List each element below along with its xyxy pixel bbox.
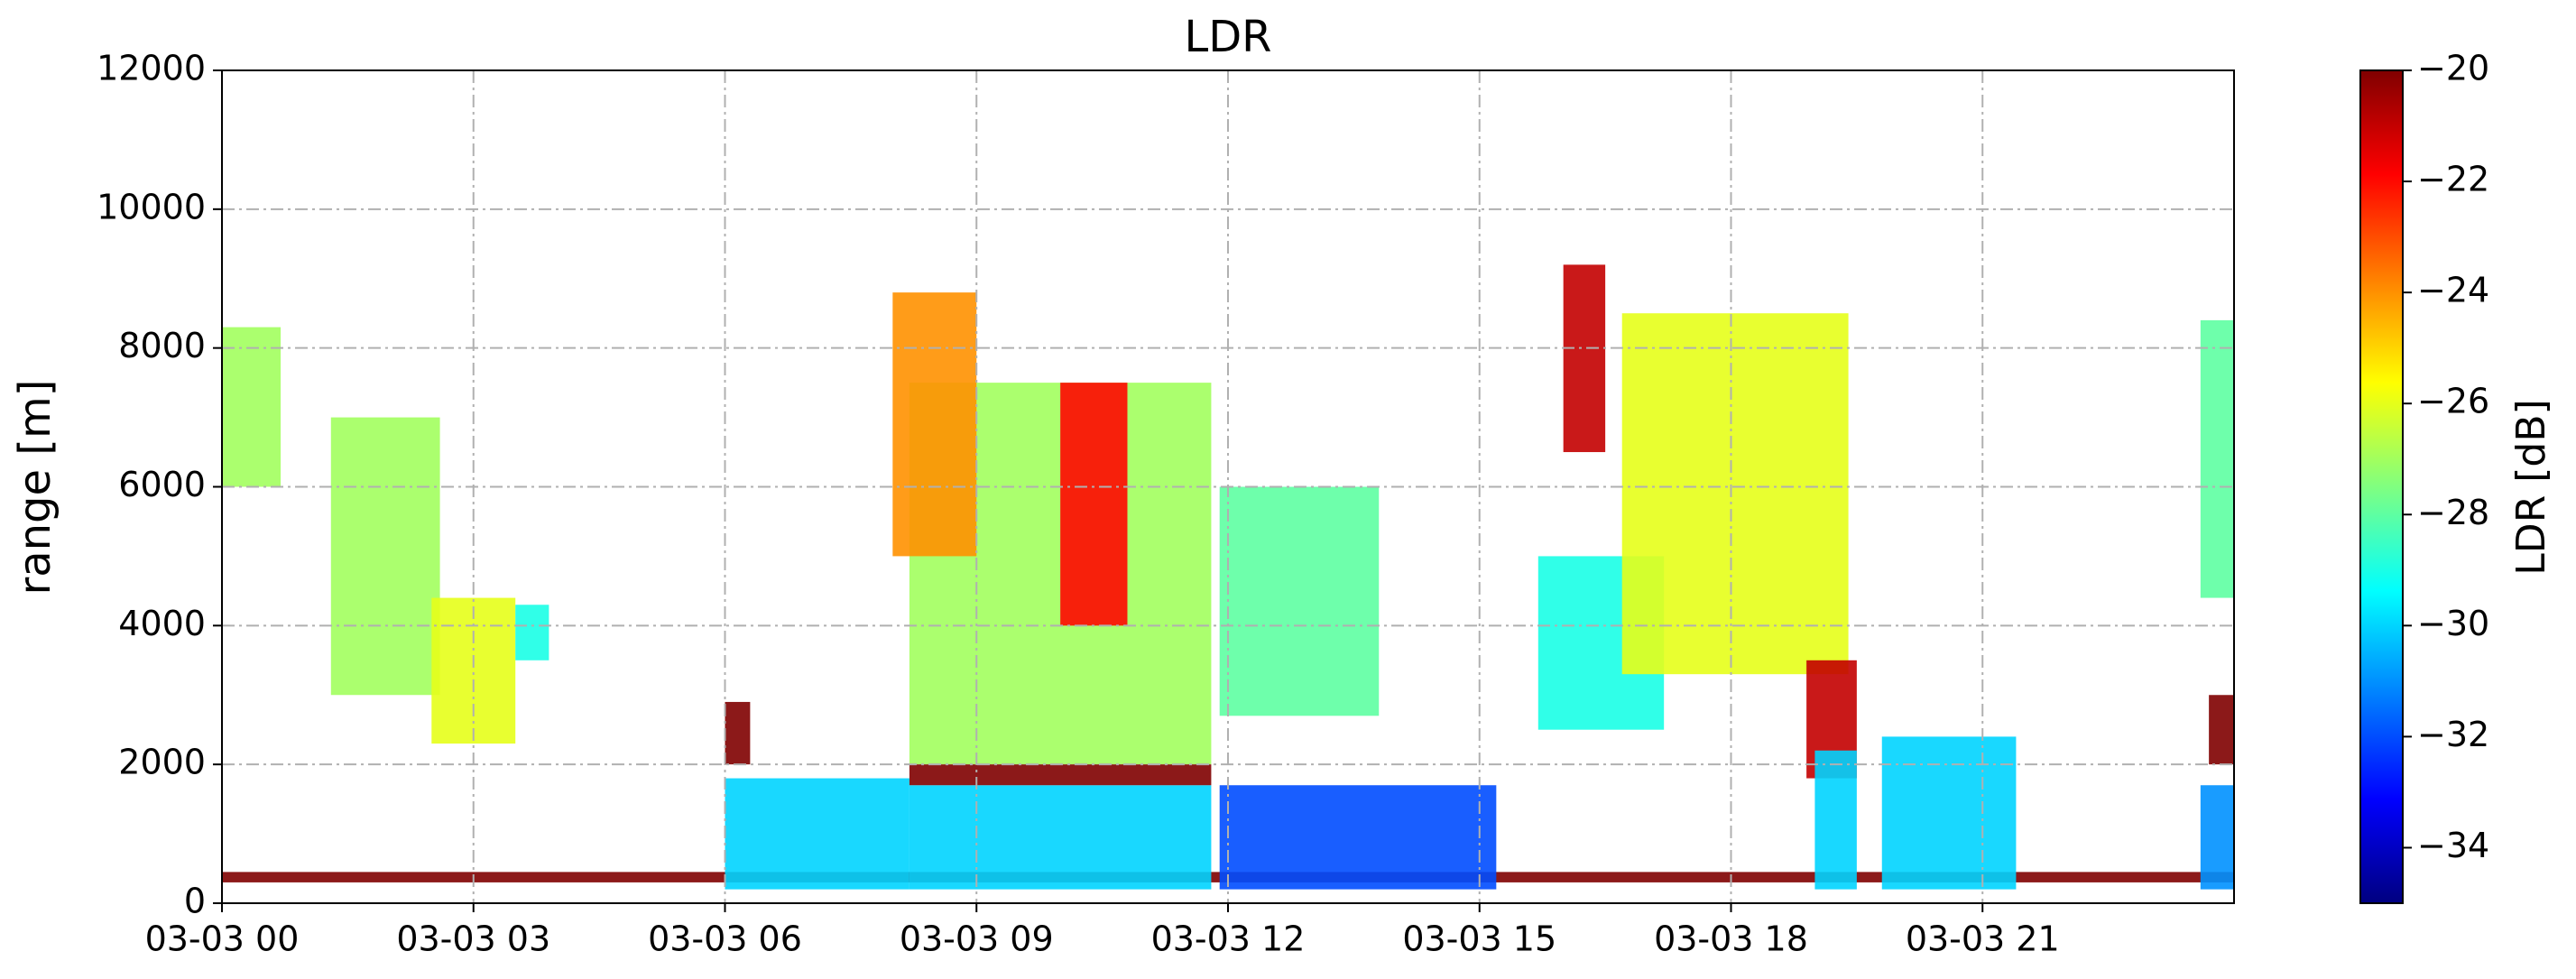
ldr-cell (1881, 736, 2017, 890)
y-tick-label: 2000 (118, 743, 206, 782)
ldr-cell (1219, 785, 1497, 890)
colorbar-tick-label: −34 (2417, 826, 2489, 865)
plot-frame (221, 69, 2235, 904)
ldr-cell (909, 764, 1212, 786)
ldr-cell (1060, 383, 1128, 626)
y-tick-label: 0 (184, 882, 206, 921)
colorbar-tick-label: −30 (2417, 604, 2489, 643)
ldr-cell (330, 417, 440, 696)
ldr-cell (1814, 750, 1857, 890)
colorbar-tick-label: −20 (2417, 49, 2489, 88)
colorbar-tick-label: −22 (2417, 160, 2489, 199)
ldr-cell (222, 327, 282, 487)
ldr-cell (2200, 319, 2234, 598)
ldr-cell (2200, 785, 2234, 890)
y-axis-label: range [m] (10, 379, 60, 595)
ldr-cell (725, 778, 909, 890)
ldr-cell (892, 292, 977, 557)
y-tick-label: 4000 (118, 604, 206, 643)
y-tick-label: 12000 (97, 49, 206, 88)
y-tick-label: 6000 (118, 465, 206, 504)
ldr-cell (725, 701, 751, 765)
ldr-cell (1219, 486, 1380, 716)
colorbar-tick-label: −24 (2417, 271, 2489, 310)
colorbar-tick-label: −28 (2417, 493, 2489, 532)
ldr-cell (909, 785, 1212, 890)
y-tick-label: 8000 (118, 326, 206, 365)
x-tick-label: 03-03 21 (1906, 919, 2060, 959)
x-tick-label: 03-03 09 (900, 919, 1054, 959)
colorbar-tick-label: −26 (2417, 382, 2489, 421)
x-tick-label: 03-03 12 (1151, 919, 1306, 959)
ldr-cell (1621, 313, 1849, 675)
chart-title: LDR (1184, 12, 1271, 62)
x-tick-label: 03-03 03 (396, 919, 550, 959)
colorbar-tick-label: −32 (2417, 715, 2489, 754)
colorbar-label: LDR [dB] (2508, 399, 2554, 575)
x-tick-label: 03-03 00 (145, 919, 300, 959)
colorbar (2359, 69, 2404, 904)
x-tick-label: 03-03 15 (1402, 919, 1556, 959)
ldr-cell (515, 605, 549, 660)
ldr-cell (1563, 264, 1606, 453)
ldr-cell (431, 597, 516, 744)
y-tick-label: 10000 (97, 187, 206, 226)
ldr-cell (2209, 695, 2234, 765)
x-tick-label: 03-03 06 (648, 919, 802, 959)
x-tick-label: 03-03 18 (1654, 919, 1808, 959)
